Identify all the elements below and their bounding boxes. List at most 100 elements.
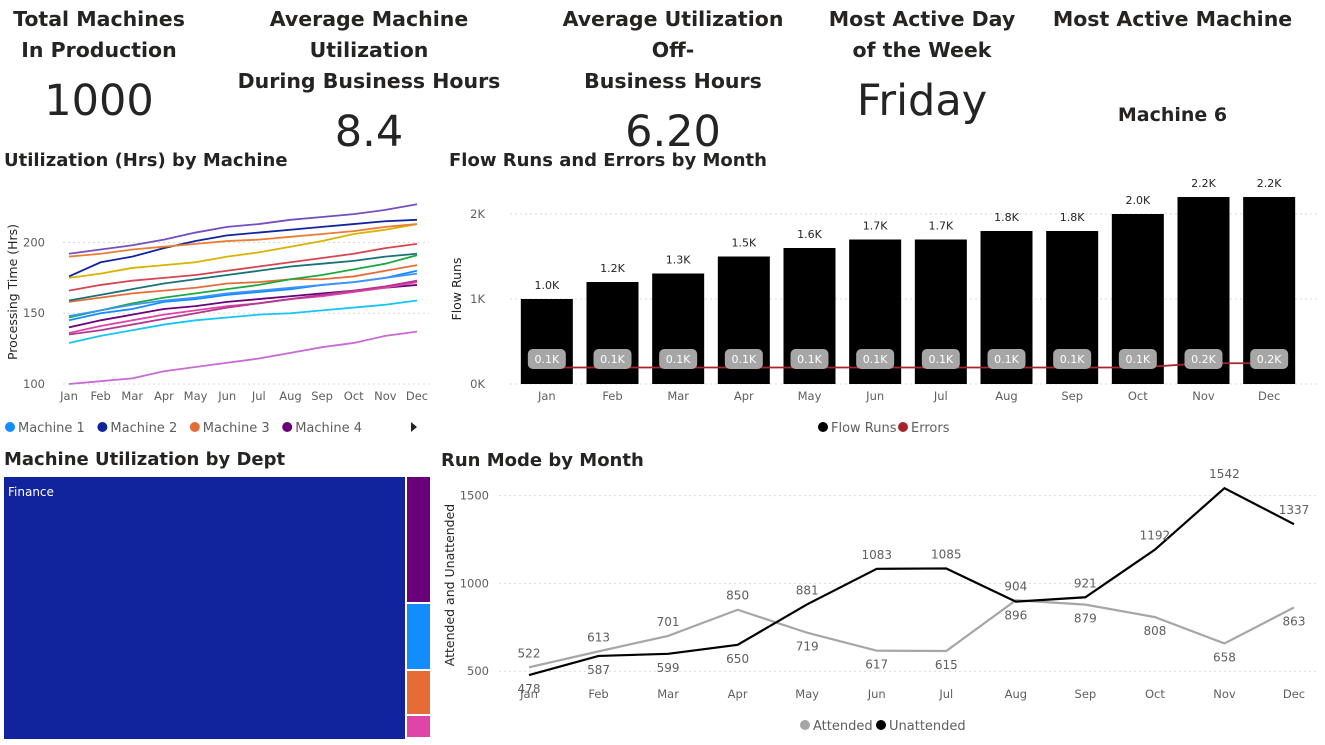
kpi-title: Average Machine Utilization During Busin… xyxy=(210,4,528,97)
x-tick-label: Apr xyxy=(728,687,748,701)
error-label-pill xyxy=(1053,349,1092,369)
x-tick-label: Jan xyxy=(59,389,78,403)
treemap-tile[interactable] xyxy=(407,604,430,669)
bar-data-label: 1.7K xyxy=(928,220,953,233)
kpi-title: Total Machines In Production xyxy=(0,4,198,66)
utilization-chart-title: Utilization (Hrs) by Machine xyxy=(4,150,288,171)
error-data-label: 0.1K xyxy=(600,353,625,366)
kpi-title-line: of the Week xyxy=(852,38,992,62)
kpi-title-line: In Production xyxy=(21,38,177,62)
kpi-title: Most Active Day of the Week xyxy=(818,4,1026,66)
kpi-title-line: Average Machine Utilization xyxy=(269,7,469,62)
flow-chart-title: Flow Runs and Errors by Month xyxy=(449,150,767,171)
bar-data-label: 2.2K xyxy=(1257,177,1282,190)
error-label-pill xyxy=(593,349,632,369)
x-tick-label: Mar xyxy=(121,389,143,403)
dept-treemap[interactable]: Finance xyxy=(4,477,430,739)
x-tick-label: Nov xyxy=(374,389,397,403)
x-tick-label: Jun xyxy=(867,687,886,701)
x-tick-label: Jul xyxy=(938,687,953,701)
error-label-pill xyxy=(1118,349,1157,369)
series-line xyxy=(68,242,418,292)
legend-label: Attended xyxy=(813,719,873,734)
error-data-label: 0.1K xyxy=(797,353,822,366)
kpi-total-machines: Total Machines In Production 1000 xyxy=(0,4,198,124)
legend-marker xyxy=(898,422,908,432)
y-tick-label: 1500 xyxy=(460,489,489,503)
treemap-tile[interactable] xyxy=(407,477,430,602)
x-tick-label: Jun xyxy=(865,389,884,403)
error-label-pill xyxy=(1250,349,1289,369)
treemap-tile[interactable] xyxy=(407,716,430,737)
x-tick-label: Jan xyxy=(537,389,556,403)
x-tick-label: May xyxy=(184,389,208,403)
legend-label: Machine 4 xyxy=(295,421,362,436)
kpi-value: 6.20 xyxy=(625,107,721,157)
point-data-label: 719 xyxy=(796,640,819,654)
legend-marker xyxy=(282,422,293,432)
legend-label: Unattended xyxy=(889,719,966,734)
kpi-most-active-machine: Most Active Machine Machine 6 xyxy=(1040,4,1305,138)
x-tick-label: Aug xyxy=(995,389,1017,403)
bar-data-label: 1.6K xyxy=(797,228,822,241)
legend-label: Errors xyxy=(911,421,950,436)
error-data-label: 0.1K xyxy=(666,353,691,366)
legend-marker xyxy=(5,422,15,432)
y-axis-title: Attended and Unattended xyxy=(442,504,457,666)
y-tick-label: 0K xyxy=(470,377,485,391)
series-line xyxy=(68,252,418,302)
point-data-label: 658 xyxy=(1213,650,1236,664)
x-tick-label: Oct xyxy=(1128,389,1148,403)
series-line xyxy=(68,203,418,255)
kpi-value: 8.4 xyxy=(334,107,404,157)
bar-data-label: 1.8K xyxy=(1060,211,1085,224)
y-tick-label: 2K xyxy=(470,207,485,221)
x-tick-label: Jul xyxy=(251,389,266,403)
error-label-pill xyxy=(987,349,1026,369)
error-label-pill xyxy=(659,349,698,369)
series-line xyxy=(68,272,418,317)
error-data-label: 0.1K xyxy=(928,353,953,366)
y-tick-label: 1K xyxy=(470,292,485,306)
kpi-avg-business-hours: Average Machine Utilization During Busin… xyxy=(210,4,528,155)
error-label-pill xyxy=(724,349,763,369)
point-data-label: 587 xyxy=(587,663,610,677)
point-data-label: 896 xyxy=(1004,609,1027,623)
point-data-label: 1192 xyxy=(1140,529,1171,543)
point-data-label: 522 xyxy=(518,646,541,660)
runmode-chart-title: Run Mode by Month xyxy=(441,450,644,471)
x-tick-label: Nov xyxy=(1192,389,1215,403)
point-data-label: 881 xyxy=(796,583,819,597)
x-tick-label: Sep xyxy=(1061,389,1083,403)
kpi-title: Average Utilization Off- Business Hours xyxy=(538,4,808,97)
series-line xyxy=(68,279,418,336)
treemap-tile[interactable] xyxy=(407,671,430,714)
point-data-label: 1085 xyxy=(931,547,962,561)
x-tick-label: Mar xyxy=(667,389,689,403)
point-data-label: 850 xyxy=(726,589,749,603)
series-line xyxy=(68,218,418,278)
y-tick-label: 150 xyxy=(23,306,45,320)
bar-data-label: 1.8K xyxy=(994,211,1019,224)
error-data-label: 0.2K xyxy=(1191,353,1216,366)
treemap-tile[interactable]: Finance xyxy=(4,477,405,739)
legend-label: Machine 2 xyxy=(110,421,177,436)
x-tick-label: May xyxy=(798,389,822,403)
kpi-title-line: Total Machines xyxy=(13,7,185,31)
series-line xyxy=(68,254,418,319)
dept-chart-title: Machine Utilization by Dept xyxy=(4,449,286,470)
bar-data-label: 1.0K xyxy=(534,279,559,292)
point-data-label: 921 xyxy=(1074,576,1097,590)
x-tick-label: Sep xyxy=(311,389,333,403)
utilization-line-chart[interactable]: 100 150 200 Jan Feb Mar Apr May Jun Jul Aug Sep Oct N… xyxy=(0,0,440,436)
error-data-label: 0.1K xyxy=(1060,353,1085,366)
legend-marker xyxy=(189,422,200,432)
legend-marker xyxy=(97,422,108,432)
error-data-label: 0.1K xyxy=(731,353,756,366)
y-tick-label: 500 xyxy=(467,664,489,678)
series-line xyxy=(68,299,418,344)
bar-data-label: 2.2K xyxy=(1191,177,1216,190)
y-tick-label: 200 xyxy=(23,235,45,249)
